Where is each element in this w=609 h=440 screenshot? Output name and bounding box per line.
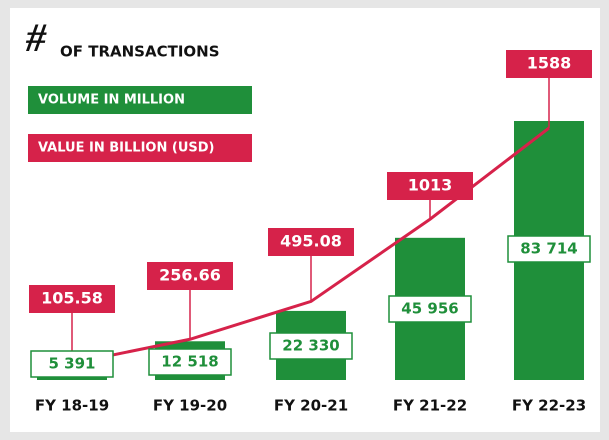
volume-label-box: [507, 235, 591, 263]
volume-label: 83 714: [520, 240, 577, 258]
value-label: 1013: [408, 176, 453, 195]
volume-label: 5 391: [49, 355, 96, 373]
value-label: 105.58: [41, 289, 103, 308]
volume-label-box: [388, 295, 472, 323]
x-tick-label: FY 22-23: [512, 397, 586, 415]
value-label-box: [29, 285, 115, 313]
title-symbol: #: [25, 15, 47, 60]
legend-swatch: [28, 134, 252, 162]
volume-label: 12 518: [161, 353, 218, 371]
legend-label: VALUE IN BILLION (USD): [38, 141, 214, 156]
legend-swatch: [28, 86, 252, 114]
chart-title: OF TRANSACTIONS: [60, 43, 220, 61]
value-label-box: [387, 172, 473, 200]
value-label-box: [268, 228, 354, 256]
x-tick-label: FY 20-21: [274, 397, 348, 415]
volume-label-box: [269, 332, 353, 360]
x-tick-label: FY 21-22: [393, 397, 467, 415]
volume-label-box: [148, 348, 232, 376]
volume-label: 22 330: [282, 337, 339, 355]
value-label-box: [506, 50, 592, 78]
value-label: 495.08: [280, 232, 342, 251]
value-label: 1588: [527, 54, 572, 73]
legend-label: VOLUME IN MILLION: [38, 93, 185, 108]
value-label: 256.66: [159, 266, 221, 285]
volume-label: 45 956: [401, 300, 458, 318]
x-tick-label: FY 19-20: [153, 397, 227, 415]
value-label-box: [147, 262, 233, 290]
volume-label-box: [30, 350, 114, 378]
x-tick-label: FY 18-19: [35, 397, 109, 415]
